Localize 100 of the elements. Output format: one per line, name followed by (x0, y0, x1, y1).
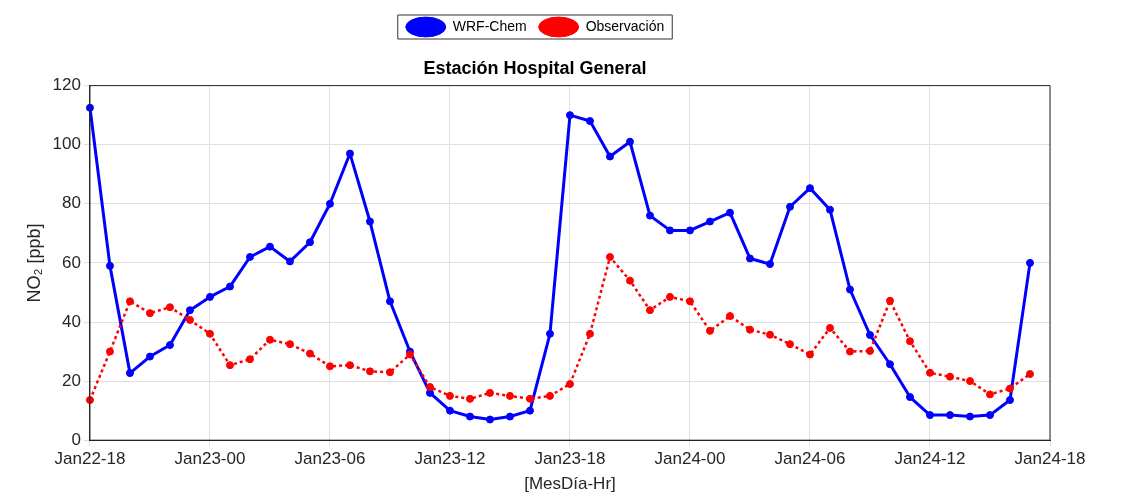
point (265, 242, 274, 251)
point (185, 315, 194, 324)
point (305, 238, 314, 247)
point (605, 252, 614, 261)
x-tick-label: Jan22-18 (54, 449, 126, 469)
x-tick-label: Jan24-00 (654, 449, 726, 469)
point (345, 149, 354, 158)
point (585, 117, 594, 126)
point (345, 361, 354, 370)
point (725, 312, 734, 321)
point (245, 355, 254, 364)
point (765, 260, 774, 269)
point (845, 347, 854, 356)
point (565, 380, 574, 389)
point (225, 361, 234, 370)
point (705, 217, 714, 226)
x-tick-label: Jan24-06 (774, 449, 846, 469)
point (505, 412, 514, 421)
point (165, 341, 174, 350)
point (946, 411, 954, 420)
point (685, 297, 694, 306)
point (545, 391, 554, 400)
point (785, 202, 794, 211)
point (865, 346, 874, 355)
y-axis-title: NO₂ [ppb] (23, 223, 44, 303)
point (145, 309, 154, 318)
point (986, 390, 994, 399)
point (505, 391, 514, 400)
point (805, 184, 814, 193)
x-tick-label: Jan23-00 (174, 449, 246, 469)
point (305, 349, 314, 358)
point (725, 208, 734, 217)
point (265, 335, 274, 344)
point (325, 199, 334, 208)
point (645, 211, 654, 220)
point (465, 394, 474, 403)
point (745, 325, 754, 334)
y-tick-label: 80 (62, 193, 81, 213)
point (365, 217, 374, 226)
y-tick-label: 100 (52, 134, 81, 154)
point (385, 368, 394, 377)
point (1006, 384, 1014, 393)
point (125, 369, 134, 378)
point (986, 411, 994, 420)
point (625, 137, 634, 146)
legend-label: WRF-Chem (452, 17, 527, 34)
y-tick-label: 120 (52, 75, 81, 95)
point (425, 383, 434, 392)
point (125, 297, 134, 306)
point (485, 415, 494, 424)
y-tick-label: 20 (62, 370, 81, 390)
point (465, 412, 474, 421)
point (525, 406, 534, 415)
point (906, 393, 914, 402)
point (825, 205, 834, 214)
point (545, 329, 554, 338)
x-tick-label: Jan23-12 (414, 449, 486, 469)
point (885, 296, 894, 305)
x-tick-label: Jan24-18 (1014, 449, 1086, 469)
point (365, 367, 374, 376)
point (885, 360, 894, 369)
point (185, 306, 194, 315)
point (825, 323, 834, 332)
point (605, 152, 614, 161)
point (205, 329, 214, 338)
y-tick-label: 60 (62, 252, 81, 272)
point (445, 406, 454, 415)
point (966, 412, 974, 421)
point (745, 254, 754, 263)
point (845, 285, 854, 294)
point (525, 394, 534, 403)
point (926, 368, 934, 377)
point (906, 337, 914, 346)
y-tick-label: 40 (62, 311, 81, 331)
point (205, 292, 214, 301)
point (385, 297, 394, 306)
point (285, 340, 294, 349)
point (946, 372, 954, 381)
point (645, 306, 654, 315)
point (805, 350, 814, 359)
y-tick-label: 0 (71, 429, 81, 449)
point (225, 282, 234, 291)
x-tick-label: Jan24-12 (894, 449, 966, 469)
point (705, 326, 714, 335)
point (485, 388, 494, 397)
legend-label: Observación (585, 17, 665, 34)
point (665, 226, 674, 235)
x-tick-label: Jan23-06 (294, 449, 366, 469)
point (245, 252, 254, 261)
x-tick-label: Jan23-18 (534, 449, 606, 469)
point (665, 292, 674, 301)
chart-title: Estación Hospital General (423, 57, 647, 78)
point (145, 352, 154, 361)
point (1026, 258, 1034, 267)
point (625, 276, 634, 285)
point (105, 261, 114, 270)
point (585, 329, 594, 338)
point (285, 257, 294, 266)
point (785, 340, 794, 349)
point (1006, 396, 1014, 405)
